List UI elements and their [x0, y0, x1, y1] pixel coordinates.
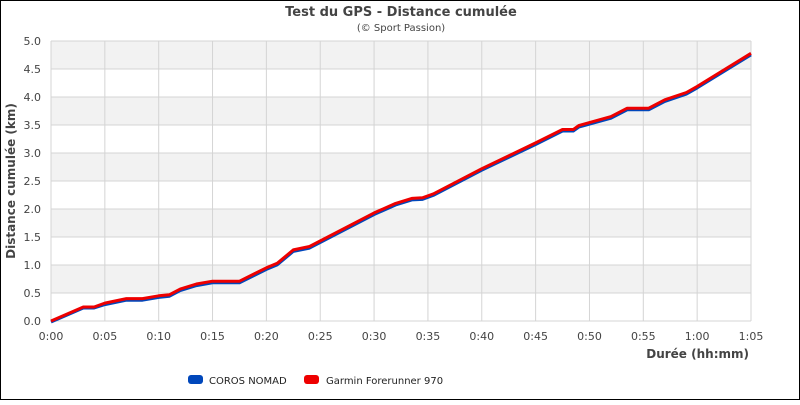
plot-background-bands [51, 41, 751, 293]
x-tick-label: 1:00 [685, 330, 710, 343]
x-tick-label: 0:40 [469, 330, 494, 343]
x-tick-label: 0:15 [200, 330, 225, 343]
y-tick-label: 0.0 [24, 315, 42, 328]
x-tick-label: 0:50 [577, 330, 602, 343]
y-tick-label: 0.5 [24, 287, 42, 300]
legend-label: Garmin Forerunner 970 [326, 376, 443, 387]
y-tick-label: 4.0 [24, 91, 42, 104]
legend-swatch-red [304, 375, 319, 384]
series-line-garmin [50, 52, 752, 323]
x-tick-label: 0:10 [146, 330, 171, 343]
chart-subtitle: (© Sport Passion) [357, 23, 445, 34]
y-tick-label: 1.5 [24, 231, 42, 244]
y-tick-label: 2.0 [24, 203, 42, 216]
y-tick-label: 3.0 [24, 147, 42, 160]
x-axis-label: Durée (hh:mm) [646, 347, 749, 361]
y-axis-label: Distance cumulée (km) [4, 103, 18, 259]
grid-band [51, 265, 751, 293]
x-tick-label: 0:55 [631, 330, 656, 343]
grid-lines [50, 40, 752, 322]
y-tick-label: 2.5 [24, 175, 42, 188]
grid-band [51, 209, 751, 237]
legend: COROS NOMAD Garmin Forerunner 970 [188, 375, 443, 387]
y-tick-label: 5.0 [24, 35, 42, 48]
x-axis-ticks: 0:00 0:05 0:10 0:15 0:20 0:25 0:30 0:35 0:40 0:45… [39, 330, 764, 343]
data-series [50, 52, 752, 324]
grid-band [51, 41, 751, 69]
y-tick-label: 3.5 [24, 119, 42, 132]
chart-title: Test du GPS - Distance cumulée [285, 5, 517, 20]
x-tick-label: 0:00 [39, 330, 64, 343]
grid-band [51, 153, 751, 181]
legend-swatch-blue [188, 375, 203, 384]
legend-item-garmin[interactable]: Garmin Forerunner 970 [304, 375, 443, 387]
y-tick-label: 1.0 [24, 259, 42, 272]
x-tick-label: 0:35 [416, 330, 441, 343]
x-tick-label: 0:20 [254, 330, 279, 343]
legend-item-coros[interactable]: COROS NOMAD [188, 375, 287, 387]
x-tick-label: 1:05 [739, 330, 764, 343]
x-tick-label: 0:45 [523, 330, 548, 343]
y-axis-ticks: 0.0 0.5 1.0 1.5 2.0 2.5 3.0 3.5 4.0 4.5 5.0 [24, 35, 42, 328]
x-tick-label: 0:25 [308, 330, 333, 343]
y-tick-label: 4.5 [24, 63, 42, 76]
legend-label: COROS NOMAD [209, 376, 287, 387]
x-tick-label: 0:05 [92, 330, 117, 343]
x-tick-label: 0:30 [362, 330, 387, 343]
